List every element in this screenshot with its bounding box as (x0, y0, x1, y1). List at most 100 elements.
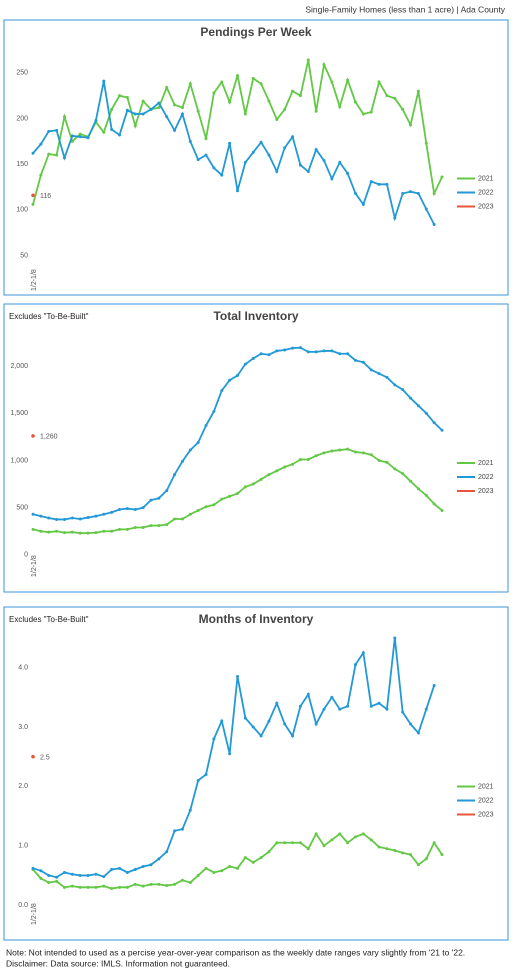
point (322, 349, 326, 353)
point (393, 96, 397, 100)
point (39, 514, 43, 518)
point (212, 91, 216, 95)
point (228, 141, 232, 145)
legend-label: 2021 (478, 783, 494, 790)
point (259, 352, 263, 356)
point (432, 683, 436, 687)
y-tick-label: 500 (16, 504, 28, 511)
point (236, 866, 239, 870)
point (149, 524, 153, 528)
point (228, 865, 232, 869)
x-tick-label: 1/2-1/8 (31, 269, 38, 291)
point (416, 863, 420, 867)
y-tick-label: 50 (20, 252, 28, 259)
point (377, 372, 381, 376)
chart-subtitle: Excludes "To-Be-Built" (9, 615, 89, 624)
point (346, 171, 350, 175)
point (220, 173, 224, 177)
point (94, 118, 98, 122)
point (353, 450, 357, 454)
y-tick-label: 150 (16, 161, 28, 168)
point (283, 841, 287, 845)
point (204, 866, 208, 870)
point (243, 856, 247, 860)
point (385, 375, 389, 379)
point (180, 459, 184, 463)
point (70, 872, 74, 876)
point (102, 529, 106, 533)
point (432, 421, 436, 425)
point (204, 773, 208, 776)
point (196, 441, 200, 445)
point (377, 701, 381, 705)
data-label: 116 (40, 193, 51, 200)
point (424, 857, 428, 861)
point (157, 106, 161, 110)
point (401, 472, 405, 476)
point (409, 853, 413, 857)
point (31, 754, 35, 759)
point (62, 156, 66, 160)
point (141, 865, 145, 869)
point (361, 360, 365, 364)
point (180, 517, 184, 521)
point (236, 373, 239, 377)
point (353, 100, 357, 104)
point (149, 107, 153, 111)
point (338, 160, 342, 164)
point (283, 348, 287, 352)
point (188, 139, 192, 143)
point (220, 719, 224, 723)
data-label: 1,260 (40, 434, 58, 441)
point (180, 112, 184, 116)
point (267, 99, 271, 103)
point (165, 884, 169, 888)
point (125, 870, 129, 874)
point (330, 80, 334, 84)
footnote: Note: Not intended to used as a percise … (6, 947, 465, 957)
point (314, 350, 318, 354)
point (251, 356, 255, 360)
point (338, 105, 342, 109)
y-tick-label: 250 (16, 70, 28, 77)
point (55, 879, 59, 883)
point (236, 74, 239, 78)
point (39, 142, 43, 146)
point (133, 868, 137, 871)
point (173, 829, 177, 833)
point (369, 704, 373, 708)
point (424, 141, 428, 145)
point (228, 752, 232, 756)
point (188, 82, 192, 86)
y-tick-label: 100 (16, 207, 28, 214)
point (306, 350, 310, 354)
point (243, 160, 247, 164)
point (267, 353, 271, 357)
point (409, 722, 413, 726)
point (251, 150, 255, 154)
point (196, 508, 200, 512)
series-line (32, 80, 435, 225)
point (267, 153, 271, 157)
point (424, 493, 428, 497)
chart-subtitle: Excludes "To-Be-Built" (9, 312, 89, 321)
point (78, 135, 82, 139)
point (416, 89, 420, 93)
point (78, 517, 82, 521)
point (275, 117, 279, 121)
point (133, 525, 137, 529)
series-line (32, 832, 443, 890)
point (298, 346, 302, 350)
point (86, 873, 90, 877)
y-tick-label: 1,000 (10, 457, 28, 464)
series-line (32, 448, 443, 535)
point (306, 692, 310, 696)
point (369, 838, 373, 842)
point (157, 524, 161, 528)
point (251, 482, 255, 486)
point (338, 832, 342, 836)
point (243, 362, 247, 366)
point (298, 841, 302, 845)
point (141, 525, 145, 529)
